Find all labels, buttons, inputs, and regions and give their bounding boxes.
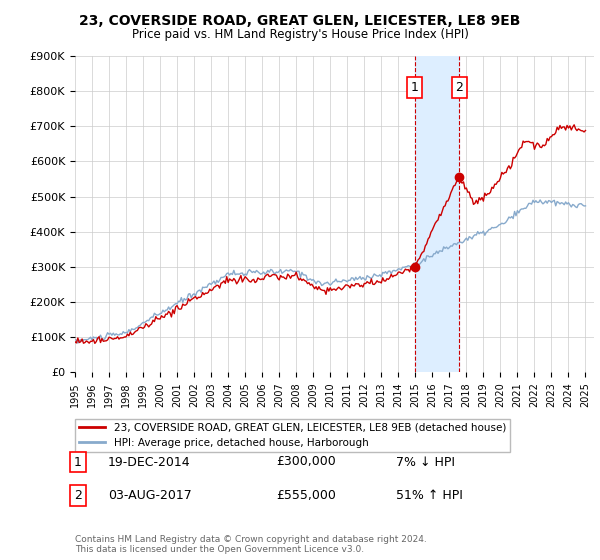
Text: 2: 2 (74, 489, 82, 502)
Text: 2: 2 (455, 81, 463, 94)
Text: £300,000: £300,000 (276, 455, 336, 469)
Text: 03-AUG-2017: 03-AUG-2017 (108, 489, 192, 502)
Legend: 23, COVERSIDE ROAD, GREAT GLEN, LEICESTER, LE8 9EB (detached house), HPI: Averag: 23, COVERSIDE ROAD, GREAT GLEN, LEICESTE… (75, 419, 510, 452)
Text: 1: 1 (74, 455, 82, 469)
Text: 51% ↑ HPI: 51% ↑ HPI (396, 489, 463, 502)
Text: £555,000: £555,000 (276, 489, 336, 502)
Text: 23, COVERSIDE ROAD, GREAT GLEN, LEICESTER, LE8 9EB: 23, COVERSIDE ROAD, GREAT GLEN, LEICESTE… (79, 14, 521, 28)
Text: 7% ↓ HPI: 7% ↓ HPI (396, 455, 455, 469)
Text: Price paid vs. HM Land Registry's House Price Index (HPI): Price paid vs. HM Land Registry's House … (131, 28, 469, 41)
Text: Contains HM Land Registry data © Crown copyright and database right 2024.
This d: Contains HM Land Registry data © Crown c… (75, 535, 427, 554)
Bar (415, 56, 459, 372)
Text: 19-DEC-2014: 19-DEC-2014 (108, 455, 191, 469)
Text: 1: 1 (411, 81, 419, 94)
